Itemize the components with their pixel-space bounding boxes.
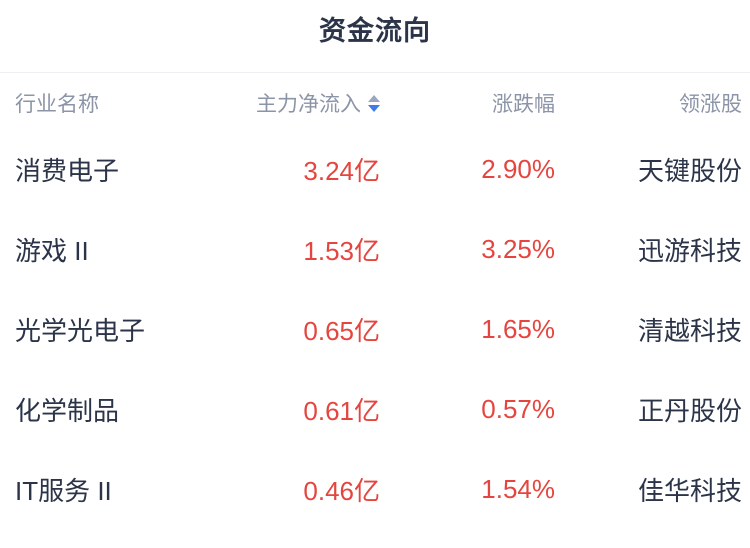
- leading-stock-name: 迅游科技: [637, 235, 742, 266]
- table-row[interactable]: 消费电子 3.24亿 2.90% 天键股份: [0, 129, 750, 209]
- leading-stock-name: 佳华科技: [637, 475, 742, 506]
- change-percent: 2.90%: [481, 153, 555, 184]
- column-header-net-inflow-label: 主力净流入: [256, 93, 361, 116]
- net-inflow-value: 0.65亿: [303, 315, 380, 346]
- table-body: 消费电子 3.24亿 2.90% 天键股份 游戏 II 1.53亿 3.25% …: [0, 119, 750, 529]
- industry-name: 游戏 II: [15, 235, 89, 266]
- header-divider: [0, 72, 750, 73]
- change-percent: 1.65%: [481, 313, 555, 344]
- industry-name: 光学光电子: [15, 315, 146, 346]
- sort-arrows-icon[interactable]: [368, 94, 380, 112]
- column-header-net-inflow[interactable]: 主力净流入: [165, 91, 380, 119]
- leading-stock-name: 清越科技: [637, 315, 742, 346]
- industry-name: IT服务 II: [15, 475, 112, 506]
- page-title: 资金流向: [319, 16, 431, 46]
- net-inflow-value: 3.24亿: [303, 155, 380, 186]
- table-row[interactable]: IT服务 II 0.46亿 1.54% 佳华科技: [0, 449, 750, 529]
- net-inflow-value: 1.53亿: [303, 235, 380, 266]
- change-percent: 1.54%: [481, 473, 555, 504]
- table-row[interactable]: 光学光电子 0.65亿 1.65% 清越科技: [0, 289, 750, 369]
- net-inflow-value: 0.61亿: [303, 395, 380, 426]
- column-header-change: 涨跌幅: [492, 93, 555, 116]
- table-header: 行业名称 主力净流入 涨跌幅 领涨股: [0, 73, 750, 119]
- column-header-leading-stock: 领涨股: [679, 93, 742, 116]
- table-row[interactable]: 化学制品 0.61亿 0.57% 正丹股份: [0, 369, 750, 449]
- industry-name: 消费电子: [15, 155, 120, 186]
- table-row[interactable]: 游戏 II 1.53亿 3.25% 迅游科技: [0, 209, 750, 289]
- industry-name: 化学制品: [15, 395, 120, 426]
- change-percent: 0.57%: [481, 393, 555, 424]
- net-inflow-value: 0.46亿: [303, 475, 380, 506]
- sort-down-arrow-icon: [368, 104, 380, 112]
- change-percent: 3.25%: [481, 233, 555, 264]
- leading-stock-name: 正丹股份: [637, 395, 742, 426]
- column-header-industry: 行业名称: [15, 93, 99, 116]
- leading-stock-name: 天键股份: [637, 155, 742, 186]
- sort-up-arrow-icon: [368, 94, 380, 102]
